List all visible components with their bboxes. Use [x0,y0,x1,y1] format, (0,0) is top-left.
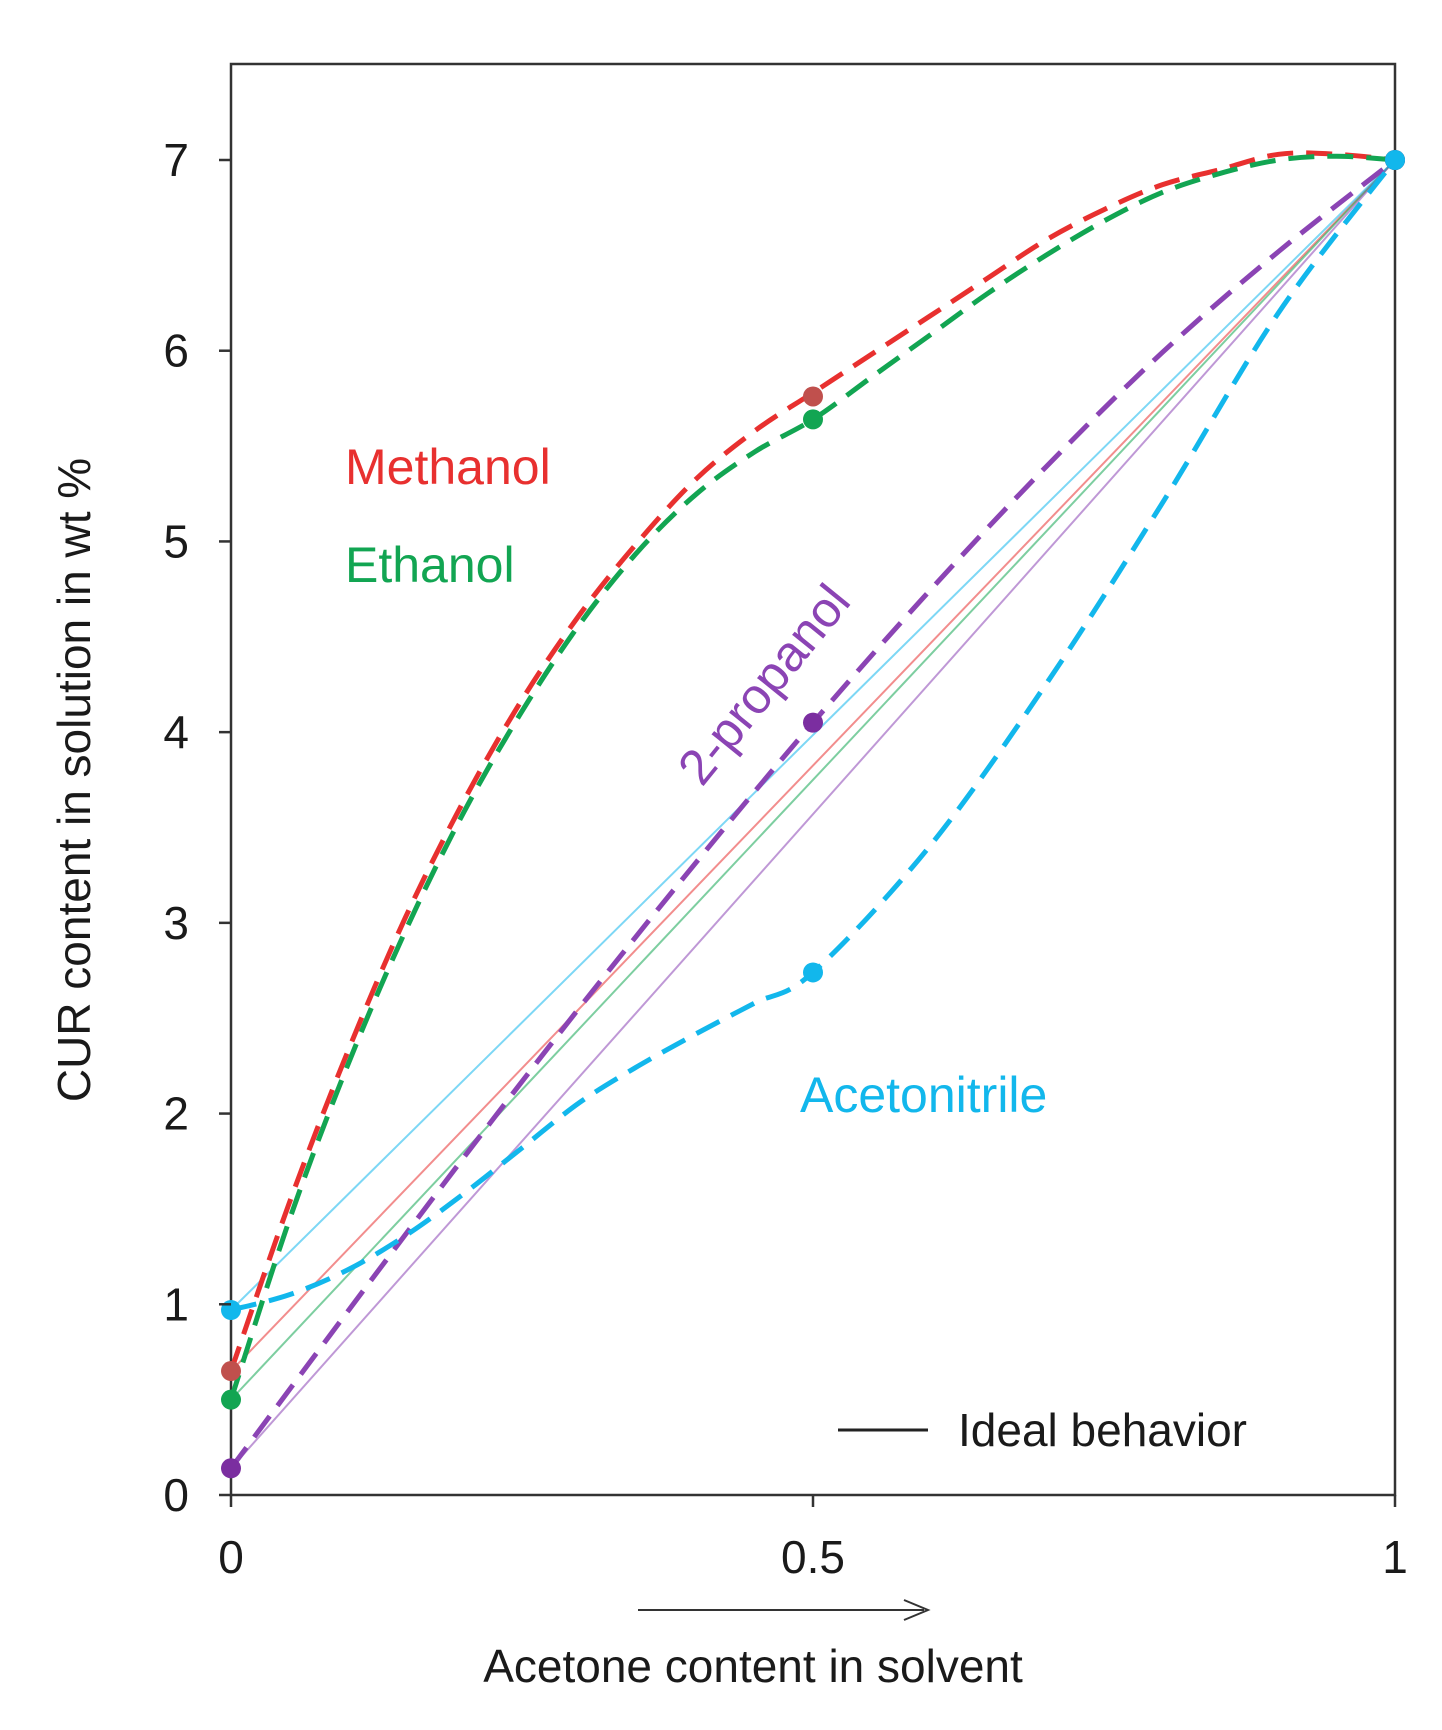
ideal-line-ethanol [230,159,1396,1401]
y-tick-label: 5 [163,515,189,567]
y-tick-label: 6 [163,325,189,377]
legend-label: Ideal behavior [958,1404,1247,1456]
fit-curve-ethanol [228,153,1396,1401]
y-axis: 0 1 2 3 4 5 6 7 [163,134,231,1521]
y-tick-label: 7 [163,134,189,186]
y-tick-label: 3 [163,897,189,949]
y-tick-label: 1 [163,1278,189,1330]
x-tick-label: 0 [218,1531,244,1583]
series-label-ethanol: Ethanol [345,537,515,593]
series-label-methanol: Methanol [345,439,551,495]
ideal-line-methanol [230,159,1396,1372]
x-tick-label: 0.5 [781,1531,845,1583]
x-axis: 0 0.5 1 [218,1495,1408,1583]
data-points [221,150,1405,1479]
y-tick-label: 2 [163,1088,189,1140]
y-axis-title: CUR content in solution in wt % [48,458,100,1102]
arrow-right-icon [903,1599,931,1621]
data-point-2-propanol [221,1458,241,1479]
data-point-methanol [803,386,823,407]
ideal-lines [230,159,1396,1469]
y-tick-label: 4 [163,706,189,758]
data-point-acetonitrile [803,962,823,983]
series-label-acetonitrile: Acetonitrile [800,1067,1047,1123]
fit-curve-acetonitrile [230,158,1397,1313]
data-point-ethanol [221,1389,241,1410]
x-axis-title: Acetone content in solvent [483,1640,1023,1692]
x-tick-label: 1 [1382,1531,1408,1583]
data-point-acetonitrile [221,1300,241,1321]
data-point-ethanol [803,409,823,430]
ideal-line-2-propanol [230,159,1396,1469]
data-point-acetonitrile [1385,150,1405,170]
series-label-2-propanol: 2-propanol [667,574,861,795]
data-point-2-propanol [803,712,823,733]
fit-curve-methanol [228,150,1396,1372]
y-tick-label: 0 [163,1469,189,1521]
data-point-methanol [221,1361,241,1382]
ideal-line-acetonitrile [230,159,1396,1311]
